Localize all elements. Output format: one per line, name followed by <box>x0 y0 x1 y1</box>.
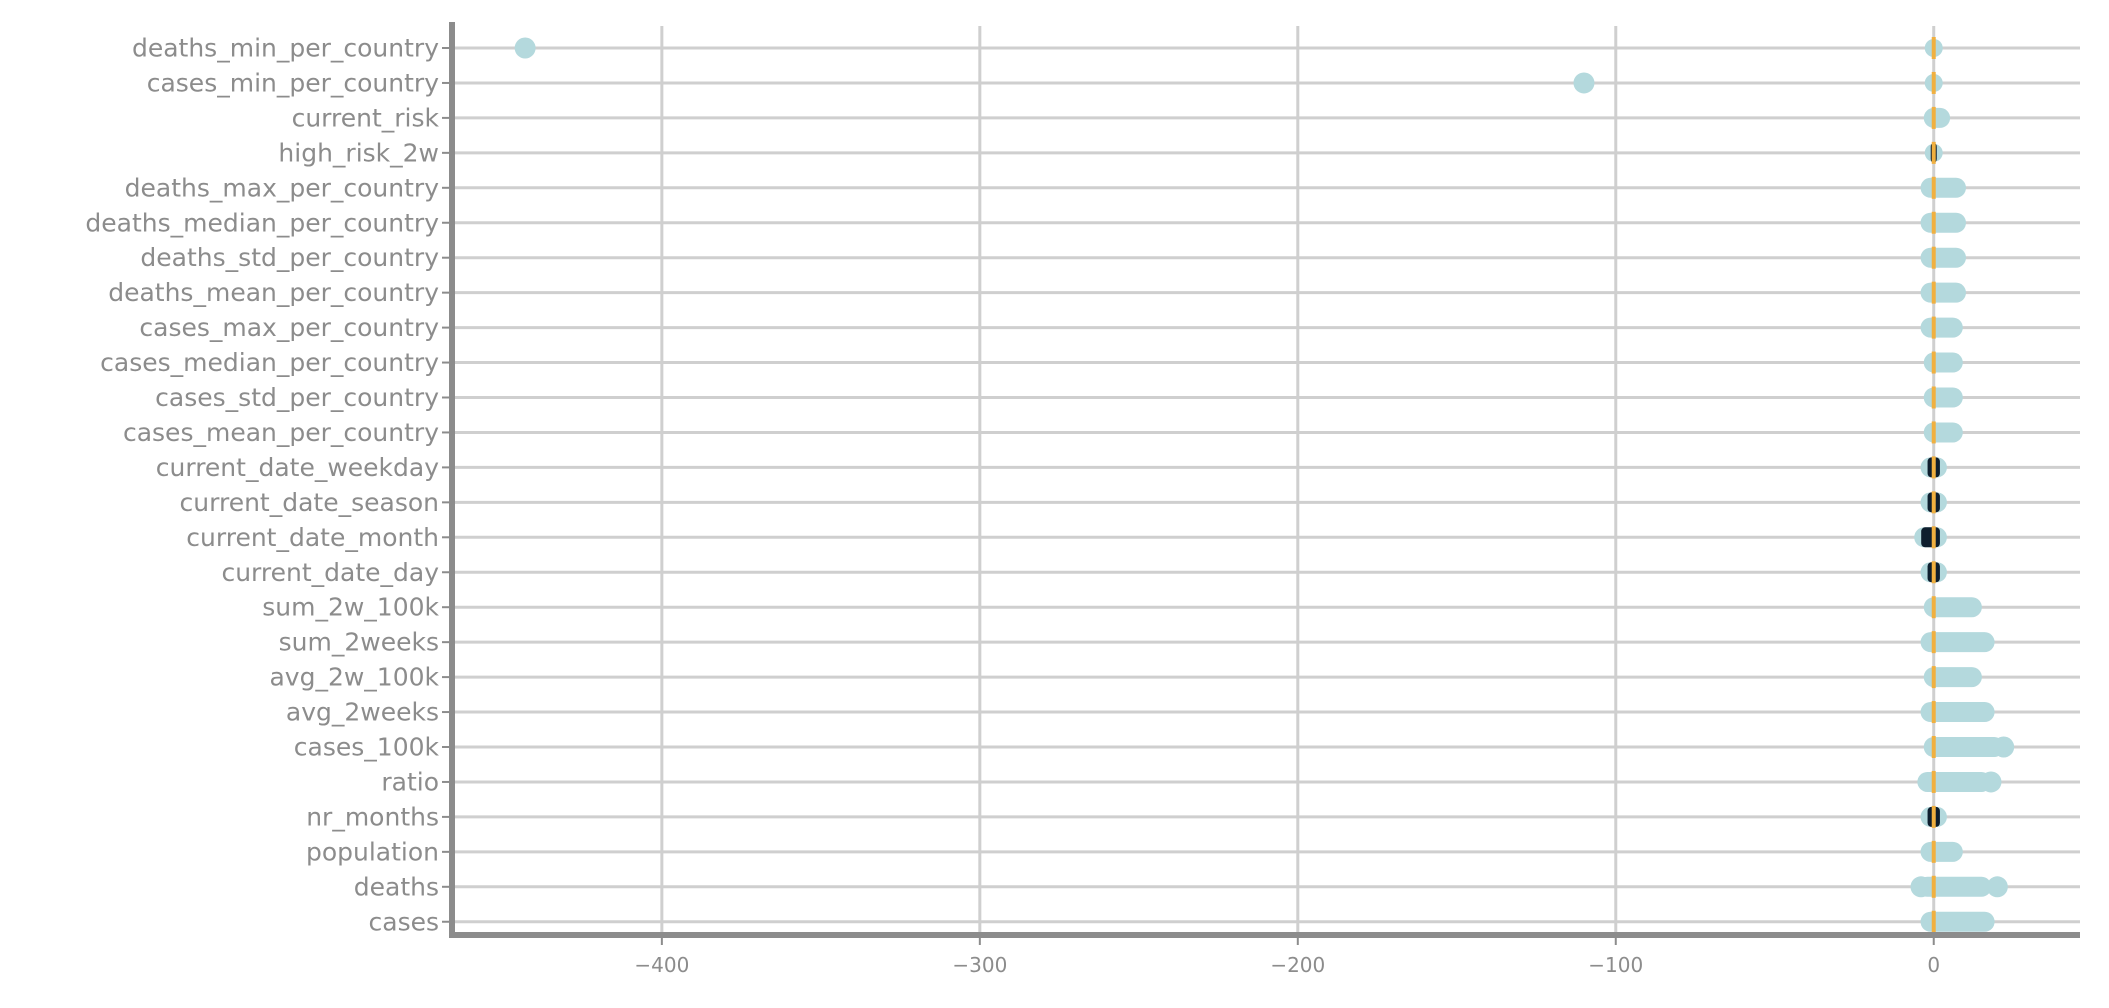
y-tick-label-cases_mean_per_country: cases_mean_per_country <box>123 418 439 447</box>
y-tick-label-deaths_std_per_country: deaths_std_per_country <box>140 243 439 272</box>
outlier-cases_100k-0 <box>1993 736 2015 758</box>
outlier-deaths-0 <box>1910 876 1932 898</box>
y-tick-label-cases: cases <box>369 907 440 936</box>
outlier-ratio-0 <box>1980 771 2002 793</box>
axes <box>442 22 2080 945</box>
y-tick-label-ratio: ratio <box>381 767 439 796</box>
y-tick-label-current_risk: current_risk <box>292 103 440 132</box>
x-tick-labels: −400 −300 −200 −100 0 <box>634 953 1940 977</box>
x-tick-label-0: −400 <box>634 953 689 977</box>
y-tick-label-population: population <box>306 837 439 866</box>
y-tick-label-avg_2w_100k: avg_2w_100k <box>269 663 439 692</box>
y-tick-label-cases_max_per_country: cases_max_per_country <box>139 313 439 342</box>
y-tick-label-sum_2w_100k: sum_2w_100k <box>262 593 439 622</box>
y-tick-label-avg_2weeks: avg_2weeks <box>286 698 439 727</box>
y-tick-label-current_date_weekday: current_date_weekday <box>156 453 439 482</box>
dark-mark-current_date_month <box>1921 527 1940 548</box>
y-tick-label-deaths_max_per_country: deaths_max_per_country <box>125 173 440 202</box>
x-tick-label-3: −100 <box>1588 953 1643 977</box>
y-tick-label-high_risk_2w: high_risk_2w <box>278 138 439 167</box>
y-tick-labels: deaths_min_per_country cases_min_per_coun… <box>85 34 439 937</box>
data-marks <box>514 37 2015 933</box>
y-tick-label-sum_2weeks: sum_2weeks <box>279 628 439 657</box>
y-tick-label-current_date_month: current_date_month <box>186 523 439 552</box>
outlier-cases_min_per_country-0 <box>1573 72 1595 94</box>
x-tick-label-4: 0 <box>1927 953 1940 977</box>
y-tick-label-deaths_min_per_country: deaths_min_per_country <box>132 34 439 63</box>
y-tick-label-deaths_mean_per_country: deaths_mean_per_country <box>108 278 439 307</box>
x-tick-label-1: −300 <box>952 953 1007 977</box>
y-tick-label-deaths_median_per_country: deaths_median_per_country <box>85 208 439 237</box>
y-tick-label-cases_100k: cases_100k <box>294 733 440 762</box>
y-tick-label-current_date_season: current_date_season <box>180 488 439 517</box>
y-tick-label-cases_median_per_country: cases_median_per_country <box>100 348 439 377</box>
y-tick-label-current_date_day: current_date_day <box>221 558 439 587</box>
y-tick-label-deaths: deaths <box>354 872 439 901</box>
grid-lines <box>452 26 2080 935</box>
x-tick-label-2: −200 <box>1270 953 1325 977</box>
y-tick-label-nr_months: nr_months <box>306 802 439 831</box>
y-tick-label-cases_min_per_country: cases_min_per_country <box>147 68 439 97</box>
outlier-deaths-1 <box>1986 876 2008 898</box>
y-tick-label-cases_std_per_country: cases_std_per_country <box>155 383 439 412</box>
outlier-deaths_min_per_country-0 <box>514 37 536 59</box>
